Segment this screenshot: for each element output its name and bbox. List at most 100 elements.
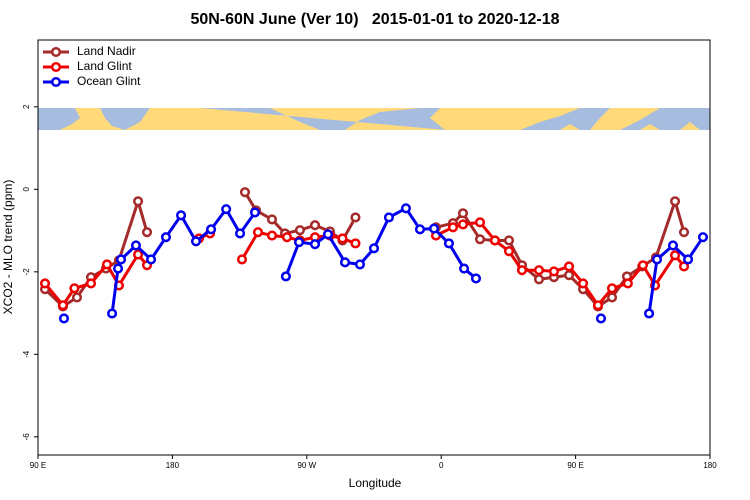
data-point xyxy=(447,222,459,233)
series-line xyxy=(43,196,149,309)
data-point xyxy=(266,214,278,225)
data-point xyxy=(71,292,83,303)
data-point xyxy=(133,196,144,207)
data-point xyxy=(69,283,80,294)
data-point xyxy=(58,313,70,324)
data-point xyxy=(145,254,157,265)
data-point xyxy=(592,300,604,311)
data-point xyxy=(252,227,264,238)
x-axis-label: Longitude xyxy=(349,476,402,490)
data-point xyxy=(489,235,501,246)
data-point xyxy=(294,225,305,236)
data-point xyxy=(39,278,51,289)
legend-label: Land Glint xyxy=(77,59,132,73)
x-tick-label: 90 W xyxy=(297,461,316,470)
data-point xyxy=(400,203,412,214)
data-point xyxy=(350,212,361,223)
data-point xyxy=(595,313,607,324)
data-point xyxy=(206,224,217,235)
x-tick-label: 180 xyxy=(166,461,180,470)
x-tick-label: 0 xyxy=(439,461,444,470)
data-point xyxy=(644,308,655,319)
data-point xyxy=(458,263,470,274)
series-line xyxy=(435,196,686,309)
data-point xyxy=(678,261,690,272)
data-point xyxy=(457,208,469,219)
legend-marker xyxy=(50,61,62,73)
legend-label: Land Nadir xyxy=(77,44,136,58)
data-point xyxy=(637,260,648,271)
data-point xyxy=(457,219,469,230)
data-point xyxy=(280,271,291,282)
data-point xyxy=(368,243,380,254)
data-point xyxy=(266,230,278,241)
data-point xyxy=(428,223,440,234)
data-point xyxy=(249,207,261,218)
data-point xyxy=(533,265,545,276)
y-tick-label: 2 xyxy=(22,104,31,109)
data-point xyxy=(516,265,528,276)
data-point xyxy=(309,239,321,250)
data-point xyxy=(474,217,486,228)
x-tick-label: 180 xyxy=(703,461,717,470)
data-point xyxy=(651,254,663,265)
x-tick-label: 90 E xyxy=(30,461,46,470)
series-line xyxy=(43,251,149,308)
data-point xyxy=(133,249,144,260)
plot-frame xyxy=(37,39,711,456)
data-point xyxy=(383,212,394,223)
data-point xyxy=(503,235,515,246)
data-point xyxy=(678,227,690,238)
y-tick-label: 0 xyxy=(22,187,31,192)
data-point xyxy=(682,254,694,265)
data-point xyxy=(309,220,321,231)
data-point xyxy=(281,232,292,243)
y-tick-label: -2 xyxy=(22,268,31,276)
legend-marker xyxy=(50,76,62,88)
y-axis-label: XCO2 - MLO trend (ppm) xyxy=(1,180,15,315)
data-point xyxy=(563,261,575,272)
data-point xyxy=(670,250,681,261)
data-point xyxy=(548,266,559,277)
legend-marker xyxy=(50,46,62,58)
data-point xyxy=(533,274,545,285)
chart-title: 50N-60N June (Ver 10) 2015-01-01 to 2020… xyxy=(190,11,559,28)
data-point xyxy=(339,257,351,268)
data-point xyxy=(622,278,633,289)
data-point xyxy=(234,228,246,239)
data-point xyxy=(141,227,153,238)
y-tick-label: -4 xyxy=(22,350,31,358)
data-point xyxy=(667,240,679,251)
data-point xyxy=(503,246,515,257)
legend-label: Ocean Glint xyxy=(77,74,141,88)
data-point xyxy=(101,259,113,270)
data-point xyxy=(112,263,124,274)
data-point xyxy=(697,232,709,243)
y-tick-label: -6 xyxy=(22,433,31,441)
data-point xyxy=(322,229,334,240)
data-point xyxy=(578,278,589,289)
data-point xyxy=(414,224,426,235)
data-point xyxy=(107,308,118,319)
data-point xyxy=(606,283,618,294)
data-point xyxy=(670,196,681,207)
data-point xyxy=(354,259,366,270)
map-water xyxy=(38,108,710,130)
data-point xyxy=(470,273,482,284)
data-point xyxy=(239,187,251,198)
data-point xyxy=(160,232,172,243)
data-point xyxy=(293,237,305,248)
data-point xyxy=(563,270,575,281)
x-tick-label: 90 E xyxy=(567,461,583,470)
data-point xyxy=(221,204,232,215)
data-point xyxy=(130,240,142,251)
data-point xyxy=(474,234,486,245)
map-strip xyxy=(38,108,710,130)
data-point xyxy=(443,238,455,249)
data-point xyxy=(57,300,68,311)
data-point xyxy=(350,238,361,249)
data-point xyxy=(606,292,618,303)
data-point xyxy=(236,254,248,265)
